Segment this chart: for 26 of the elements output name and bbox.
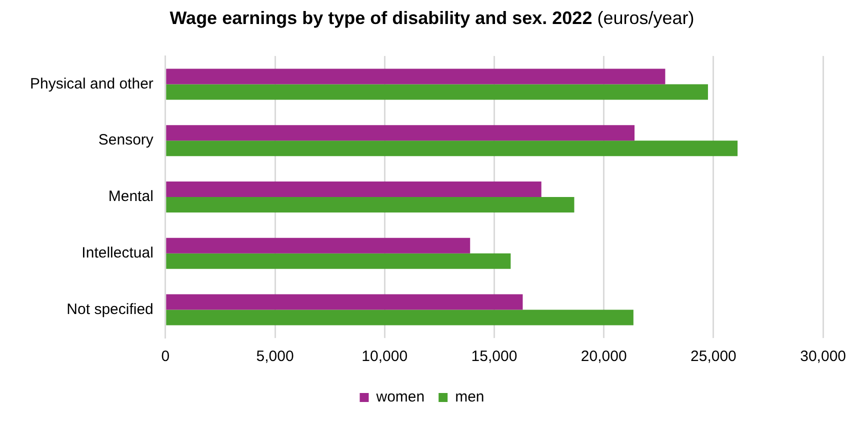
bar: [166, 140, 738, 156]
x-tick-label: 20,000: [580, 348, 627, 366]
bar: [166, 310, 634, 326]
x-tick-label: 15,000: [471, 348, 518, 366]
y-tick-label: Sensory: [98, 132, 154, 149]
y-tick-label: Intellectual: [82, 244, 154, 262]
x-tick-label: 10,000: [362, 348, 408, 366]
bar: [166, 238, 470, 254]
chart-subtitle: (euros/year): [597, 8, 694, 28]
x-tick-label: 30,000: [800, 348, 846, 366]
x-tick-label: 0: [161, 348, 170, 366]
chart-title: Wage earnings by type of disability and sex. 2022: [170, 8, 592, 28]
legend-label: women: [375, 388, 425, 406]
y-tick-label: Mental: [108, 188, 154, 206]
legend-label: men: [455, 388, 484, 406]
bar: [166, 181, 542, 197]
bar: [166, 125, 635, 141]
x-tick-label: 5,000: [256, 348, 294, 366]
x-tick-label: 25,000: [690, 348, 736, 366]
bar: [166, 294, 523, 310]
y-tick-label: Physical and other: [30, 75, 154, 92]
bar: [166, 197, 574, 213]
bar: [166, 84, 708, 100]
y-tick-label: Not specified: [66, 300, 154, 318]
bar: [166, 253, 511, 269]
bar: [166, 68, 666, 84]
